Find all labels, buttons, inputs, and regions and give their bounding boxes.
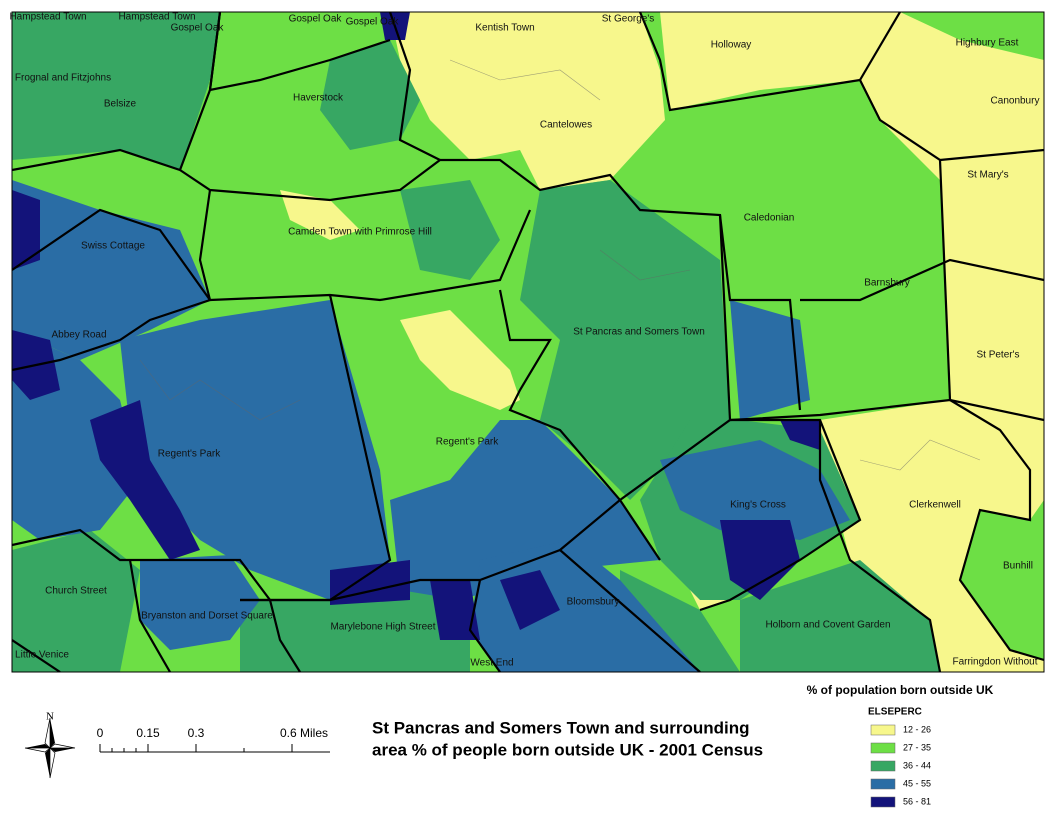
ward-label: Cantelowes — [540, 120, 592, 131]
ward-label: King's Cross — [730, 500, 786, 511]
legend-label: 27 - 35 — [903, 742, 931, 752]
ward-label: Caledonian — [744, 213, 795, 224]
ward-label: St Mary's — [967, 170, 1008, 181]
legend-label: 45 - 55 — [903, 778, 931, 788]
ward-label: Little Venice — [15, 650, 69, 661]
ward-label: Farringdon Without — [952, 657, 1037, 668]
ward-label: Clerkenwell — [909, 500, 961, 511]
ward-label: Haverstock — [293, 93, 344, 104]
map-fill — [12, 12, 1044, 672]
legend-swatch — [870, 796, 896, 808]
scale-bar — [99, 744, 330, 753]
legend-field: ELSEPERC — [868, 707, 922, 718]
ward-label: Camden Town with Primrose Hill — [288, 227, 432, 238]
ward-label: St George's — [602, 14, 655, 25]
ward-label: Gospel Oak — [171, 23, 225, 34]
ward-label: Highbury East — [956, 38, 1019, 49]
map-title: St Pancras and Somers Town and surroundi… — [372, 718, 750, 737]
north-label: N — [46, 711, 54, 723]
legend-label: 36 - 44 — [903, 760, 931, 770]
ward-label: Belsize — [104, 99, 137, 110]
ward-label: Bloomsbury — [567, 597, 620, 608]
scale-label: 0.15 — [136, 726, 160, 740]
ward-label: Regent's Park — [158, 449, 221, 460]
north-arrow — [24, 717, 76, 779]
ward-label: Canonbury — [991, 96, 1040, 107]
ward-label: Regent's Park — [436, 437, 499, 448]
ward-label: Hampstead Town — [118, 12, 195, 23]
ward-label: Swiss Cottage — [81, 241, 145, 252]
ward-label: Holborn and Covent Garden — [765, 620, 890, 631]
scale-label: 0.3 — [188, 726, 205, 740]
ward-label: St Peter's — [976, 350, 1019, 361]
legend-swatch — [870, 760, 896, 772]
ward-label: Church Street — [45, 586, 107, 597]
legend-swatch — [870, 742, 896, 754]
ward-label: Holloway — [711, 40, 752, 51]
ward-label: Hampstead Town — [9, 12, 86, 23]
ward-label: Gospel Oak — [346, 17, 400, 28]
ward-label: Barnsbury — [864, 278, 910, 289]
ward-label: Kentish Town — [475, 23, 534, 34]
legend-label: 12 - 26 — [903, 724, 931, 734]
legend-swatch — [870, 724, 896, 736]
ward-label: Gospel Oak — [289, 14, 343, 25]
ward-label: Bryanston and Dorset Square — [141, 611, 273, 622]
legend-title: % of population born outside UK — [807, 683, 994, 697]
legend-label: 56 - 81 — [903, 796, 931, 806]
ward-label: Marylebone High Street — [330, 622, 435, 633]
ward-label: St Pancras and Somers Town — [573, 327, 705, 338]
ward-label: West End — [470, 658, 513, 669]
legend-swatch — [870, 778, 896, 790]
scale-label: 0.6 Miles — [280, 726, 328, 740]
ward-label: Frognal and Fitzjohns — [15, 73, 111, 84]
scale-label: 0 — [97, 726, 104, 740]
ward-label: Bunhill — [1003, 561, 1033, 572]
map-title: area % of people born outside UK - 2001 … — [372, 740, 763, 759]
ward-label: Abbey Road — [51, 330, 106, 341]
